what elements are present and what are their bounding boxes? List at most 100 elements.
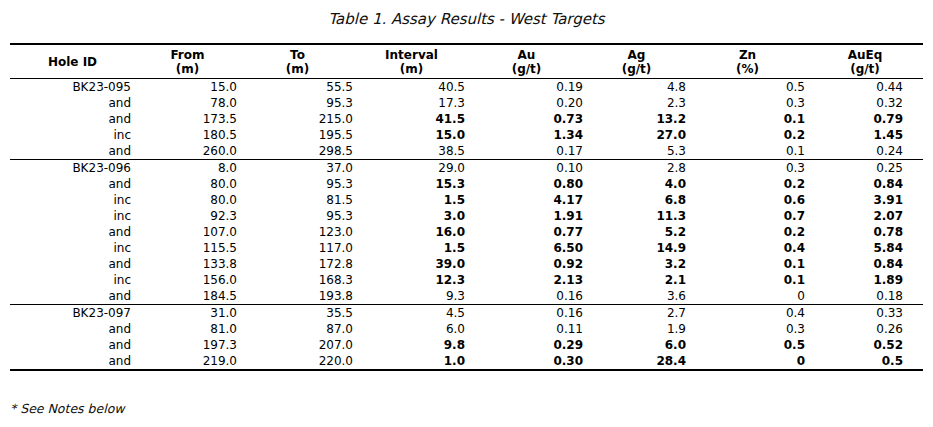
col-header-zn: Zn (%) bbox=[688, 44, 807, 79]
col-header-unit: (m) bbox=[355, 62, 468, 76]
cell-to: 95.3 bbox=[240, 176, 355, 192]
cell-from: 31.0 bbox=[135, 305, 240, 322]
cell-hole: and bbox=[10, 224, 135, 240]
col-header-unit: (g/t) bbox=[585, 62, 688, 76]
cell-from: 180.5 bbox=[135, 127, 240, 143]
cell-to: 195.5 bbox=[240, 127, 355, 143]
cell-hole: and bbox=[10, 321, 135, 337]
cell-hole: and bbox=[10, 353, 135, 370]
page: Table 1. Assay Results - West Targets Ho… bbox=[0, 0, 933, 427]
cell-to: 298.5 bbox=[240, 143, 355, 160]
table-row: inc180.5195.515.01.3427.00.21.45 bbox=[10, 127, 923, 143]
col-header-to: To (m) bbox=[240, 44, 355, 79]
cell-to: 215.0 bbox=[240, 111, 355, 127]
cell-au: 0.10 bbox=[468, 160, 585, 177]
cell-interval: 15.3 bbox=[355, 176, 468, 192]
cell-from: 173.5 bbox=[135, 111, 240, 127]
cell-aueq: 0.44 bbox=[807, 79, 923, 96]
table-row: BK23-0968.037.029.00.102.80.30.25 bbox=[10, 160, 923, 177]
cell-interval: 17.3 bbox=[355, 95, 468, 111]
cell-hole: inc bbox=[10, 240, 135, 256]
cell-zn: 0.5 bbox=[688, 337, 807, 353]
cell-to: 37.0 bbox=[240, 160, 355, 177]
table-row: and80.095.315.30.804.00.20.84 bbox=[10, 176, 923, 192]
cell-interval: 40.5 bbox=[355, 79, 468, 96]
cell-interval: 9.3 bbox=[355, 288, 468, 305]
col-header-unit: (m) bbox=[135, 62, 240, 76]
col-header-unit: (%) bbox=[688, 62, 807, 76]
cell-interval: 15.0 bbox=[355, 127, 468, 143]
cell-ag: 5.2 bbox=[585, 224, 688, 240]
col-header-label: Hole ID bbox=[10, 55, 135, 69]
cell-from: 78.0 bbox=[135, 95, 240, 111]
cell-au: 0.17 bbox=[468, 143, 585, 160]
col-header-label: AuEq bbox=[807, 48, 923, 62]
cell-to: 117.0 bbox=[240, 240, 355, 256]
cell-interval: 9.8 bbox=[355, 337, 468, 353]
cell-interval: 39.0 bbox=[355, 256, 468, 272]
cell-aueq: 0.84 bbox=[807, 256, 923, 272]
table-row: and107.0123.016.00.775.20.20.78 bbox=[10, 224, 923, 240]
col-header-unit: (g/t) bbox=[468, 62, 585, 76]
cell-hole: inc bbox=[10, 127, 135, 143]
cell-aueq: 0.32 bbox=[807, 95, 923, 111]
cell-zn: 0.2 bbox=[688, 176, 807, 192]
cell-ag: 5.3 bbox=[585, 143, 688, 160]
cell-interval: 38.5 bbox=[355, 143, 468, 160]
cell-to: 123.0 bbox=[240, 224, 355, 240]
cell-zn: 0.3 bbox=[688, 95, 807, 111]
cell-hole: BK23-096 bbox=[10, 160, 135, 177]
cell-aueq: 0.25 bbox=[807, 160, 923, 177]
cell-ag: 3.6 bbox=[585, 288, 688, 305]
cell-aueq: 0.78 bbox=[807, 224, 923, 240]
cell-aueq: 0.52 bbox=[807, 337, 923, 353]
cell-zn: 0.4 bbox=[688, 305, 807, 322]
cell-interval: 3.0 bbox=[355, 208, 468, 224]
cell-from: 8.0 bbox=[135, 160, 240, 177]
cell-to: 87.0 bbox=[240, 321, 355, 337]
cell-aueq: 5.84 bbox=[807, 240, 923, 256]
cell-aueq: 0.5 bbox=[807, 353, 923, 370]
table-header: Hole ID From (m) To (m) Interval (m) Au bbox=[10, 44, 923, 79]
col-header-label: Ag bbox=[585, 48, 688, 62]
cell-hole: and bbox=[10, 337, 135, 353]
table-title: Table 1. Assay Results - West Targets bbox=[0, 0, 933, 29]
col-header-label: Interval bbox=[355, 48, 468, 62]
table-body: BK23-09515.055.540.50.194.80.50.44and78.… bbox=[10, 79, 923, 371]
cell-ag: 6.8 bbox=[585, 192, 688, 208]
cell-hole: BK23-095 bbox=[10, 79, 135, 96]
cell-zn: 0.6 bbox=[688, 192, 807, 208]
cell-zn: 0.1 bbox=[688, 143, 807, 160]
cell-au: 0.30 bbox=[468, 353, 585, 370]
col-header-ag: Ag (g/t) bbox=[585, 44, 688, 79]
cell-au: 6.50 bbox=[468, 240, 585, 256]
cell-au: 0.92 bbox=[468, 256, 585, 272]
cell-ag: 2.7 bbox=[585, 305, 688, 322]
cell-to: 172.8 bbox=[240, 256, 355, 272]
cell-ag: 14.9 bbox=[585, 240, 688, 256]
cell-zn: 0.1 bbox=[688, 256, 807, 272]
cell-hole: and bbox=[10, 288, 135, 305]
cell-to: 193.8 bbox=[240, 288, 355, 305]
col-header-label: Zn bbox=[688, 48, 807, 62]
cell-au: 0.77 bbox=[468, 224, 585, 240]
cell-from: 184.5 bbox=[135, 288, 240, 305]
cell-au: 0.20 bbox=[468, 95, 585, 111]
cell-interval: 4.5 bbox=[355, 305, 468, 322]
cell-from: 219.0 bbox=[135, 353, 240, 370]
cell-hole: inc bbox=[10, 272, 135, 288]
cell-zn: 0.3 bbox=[688, 321, 807, 337]
table-row: and81.087.06.00.111.90.30.26 bbox=[10, 321, 923, 337]
table-row: and173.5215.041.50.7313.20.10.79 bbox=[10, 111, 923, 127]
cell-zn: 0.2 bbox=[688, 224, 807, 240]
cell-au: 4.17 bbox=[468, 192, 585, 208]
cell-ag: 3.2 bbox=[585, 256, 688, 272]
cell-interval: 12.3 bbox=[355, 272, 468, 288]
cell-au: 0.11 bbox=[468, 321, 585, 337]
cell-ag: 13.2 bbox=[585, 111, 688, 127]
cell-hole: and bbox=[10, 111, 135, 127]
cell-ag: 4.8 bbox=[585, 79, 688, 96]
cell-zn: 0 bbox=[688, 288, 807, 305]
cell-interval: 1.5 bbox=[355, 192, 468, 208]
cell-interval: 1.0 bbox=[355, 353, 468, 370]
